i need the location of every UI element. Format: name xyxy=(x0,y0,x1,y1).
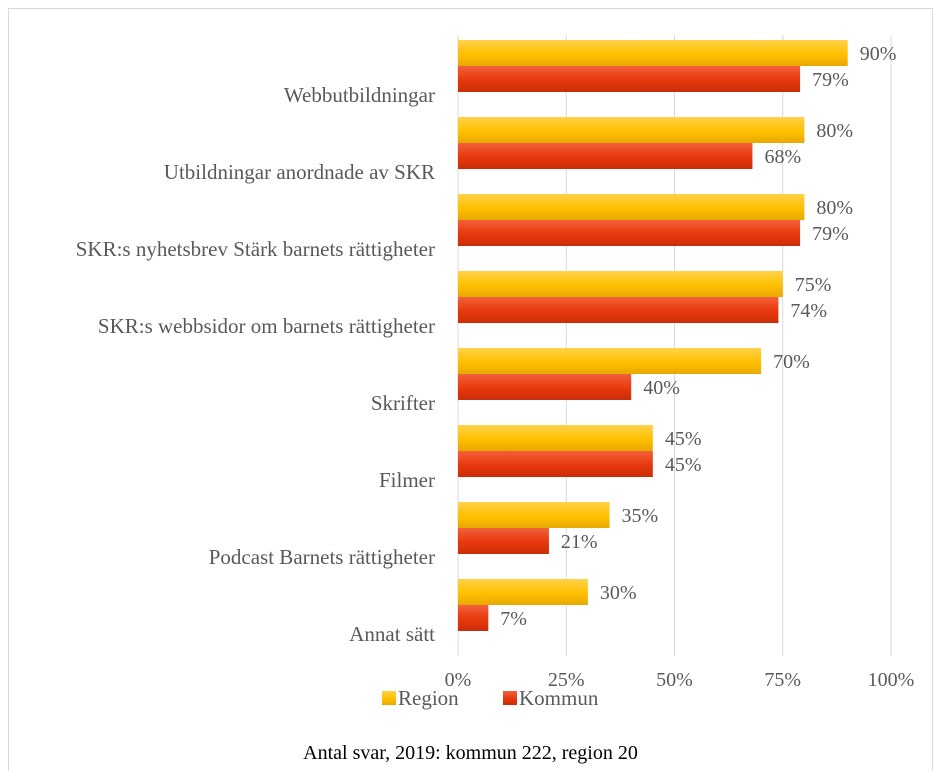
category-label: SKR:s nyhetsbrev Stärk barnets rättighet… xyxy=(76,237,435,261)
data-label: 80% xyxy=(816,120,853,142)
bar-kommun xyxy=(458,451,653,477)
data-label: 79% xyxy=(812,223,849,245)
labels: 0% 25% 50% 75% 100% 90% 79% Webbutbildningar 80%… xyxy=(76,43,915,691)
legend-label: Region xyxy=(398,686,459,710)
data-label: 35% xyxy=(622,505,659,527)
data-label: 80% xyxy=(816,197,853,219)
bar-kommun xyxy=(458,605,489,631)
category-label: SKR:s webbsidor om barnets rättigheter xyxy=(98,314,435,338)
chart-frame xyxy=(8,8,933,771)
data-label: 45% xyxy=(665,454,702,476)
x-tick-label: 0% xyxy=(445,669,472,691)
data-label: 68% xyxy=(764,146,801,168)
legend-label: Kommun xyxy=(519,686,599,710)
legend: Region Kommun xyxy=(382,686,599,710)
data-label: 70% xyxy=(773,351,810,373)
bar-region xyxy=(458,40,848,66)
bar-kommun xyxy=(458,297,779,323)
category-label: Podcast Barnets rättigheter xyxy=(209,545,435,569)
bars xyxy=(458,40,848,631)
data-label: 75% xyxy=(795,274,832,296)
category-label: Skrifter xyxy=(371,391,435,415)
data-label: 40% xyxy=(643,377,680,399)
x-tick-label: 50% xyxy=(656,669,693,691)
data-label: 79% xyxy=(812,69,849,91)
bar-kommun xyxy=(458,374,632,400)
chart-caption: Antal svar, 2019: kommun 222, region 20 xyxy=(303,742,638,764)
bar-region xyxy=(458,502,610,528)
legend-swatch xyxy=(382,691,396,705)
category-label: Annat sätt xyxy=(349,622,435,646)
bar-kommun xyxy=(458,528,549,554)
category-label: Utbildningar anordnade av SKR xyxy=(164,160,435,184)
data-label: 74% xyxy=(790,300,827,322)
category-label: Filmer xyxy=(379,468,435,492)
data-label: 21% xyxy=(561,531,598,553)
bar-chart: 0% 25% 50% 75% 100% 90% 79% Webbutbildningar 80%… xyxy=(76,35,915,710)
bar-region xyxy=(458,579,588,605)
bar-kommun xyxy=(458,143,753,169)
legend-swatch xyxy=(503,691,517,705)
bar-region xyxy=(458,194,805,220)
data-label: 90% xyxy=(860,43,897,65)
data-label: 7% xyxy=(500,608,527,630)
bar-region xyxy=(458,425,653,451)
x-tick-label: 100% xyxy=(868,669,915,691)
bar-kommun xyxy=(458,66,801,92)
bar-region xyxy=(458,348,762,374)
category-label: Webbutbildningar xyxy=(284,83,435,107)
x-tick-label: 75% xyxy=(764,669,801,691)
bar-region xyxy=(458,117,805,143)
data-label: 45% xyxy=(665,428,702,450)
data-label: 30% xyxy=(600,582,637,604)
bar-region xyxy=(458,271,783,297)
bar-kommun xyxy=(458,220,801,246)
x-tick-label: 25% xyxy=(548,669,585,691)
